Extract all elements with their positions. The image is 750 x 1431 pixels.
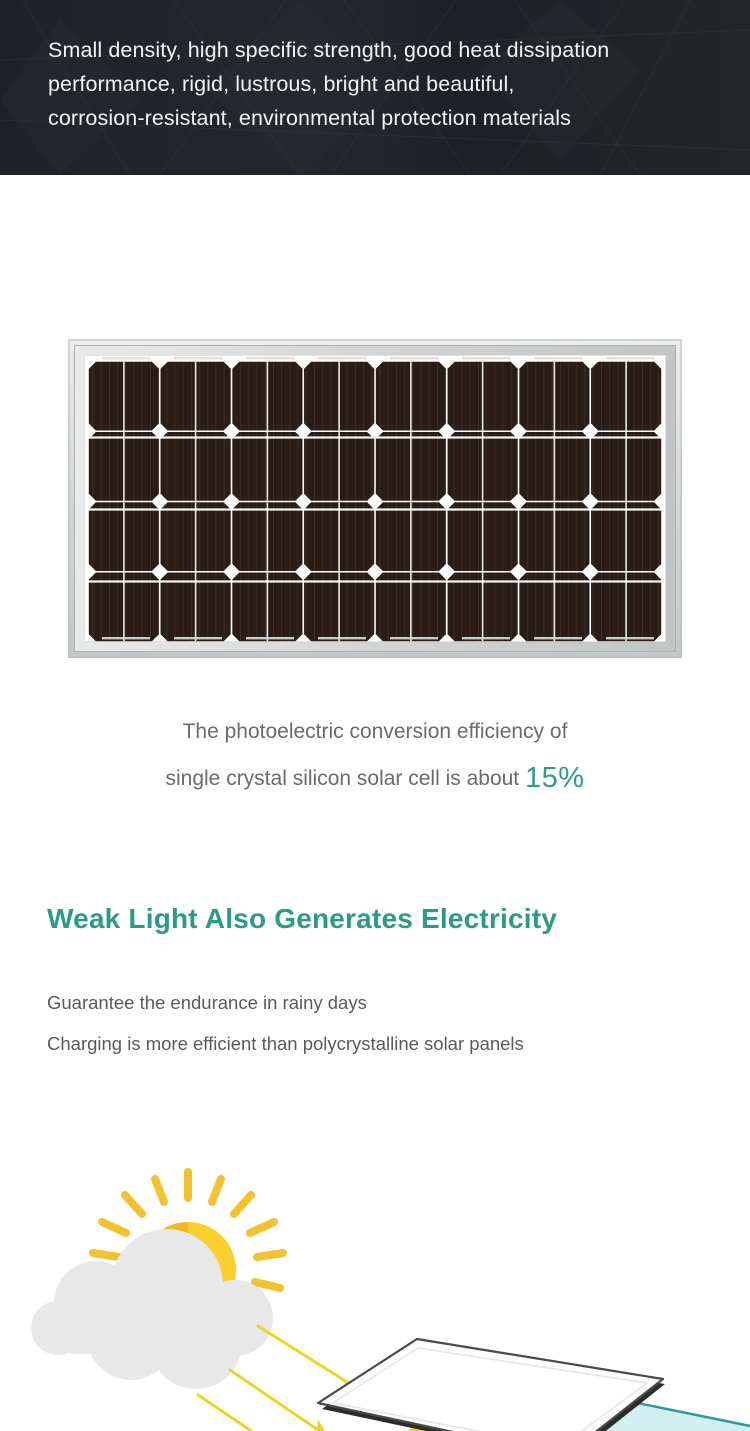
light-arrow-3	[196, 1393, 254, 1431]
efficiency-value: 15%	[524, 762, 585, 794]
section-bullet-1: Guarantee the endurance in rainy days	[47, 992, 367, 1013]
caption-line-2-text: single crystal silicon solar cell is abo…	[165, 767, 525, 790]
panel-caption: The photoelectric conversion efficiency …	[0, 708, 750, 802]
weak-light-diagram	[0, 1080, 750, 1431]
section-heading: Weak Light Also Generates Electricity	[47, 903, 558, 934]
hero-paragraph: Small density, high specific strength, g…	[48, 38, 610, 130]
caption-line-1: The photoelectric conversion efficiency …	[182, 720, 568, 743]
light-arrow-2	[228, 1368, 329, 1431]
section-bullet-2: Charging is more efficient than polycrys…	[47, 1033, 524, 1054]
section-bullets: Guarantee the endurance in rainy days Ch…	[47, 982, 707, 1064]
solar-panel-image	[68, 339, 682, 658]
caption-line-2: single crystal silicon solar cell is abo…	[0, 755, 750, 802]
cell-matrix	[88, 361, 662, 642]
cloud-icon	[31, 1229, 273, 1389]
hero-banner: Small density, high specific strength, g…	[0, 0, 750, 175]
hero-texture-pattern	[0, 0, 750, 175]
solar-glass-stack	[316, 1337, 750, 1431]
